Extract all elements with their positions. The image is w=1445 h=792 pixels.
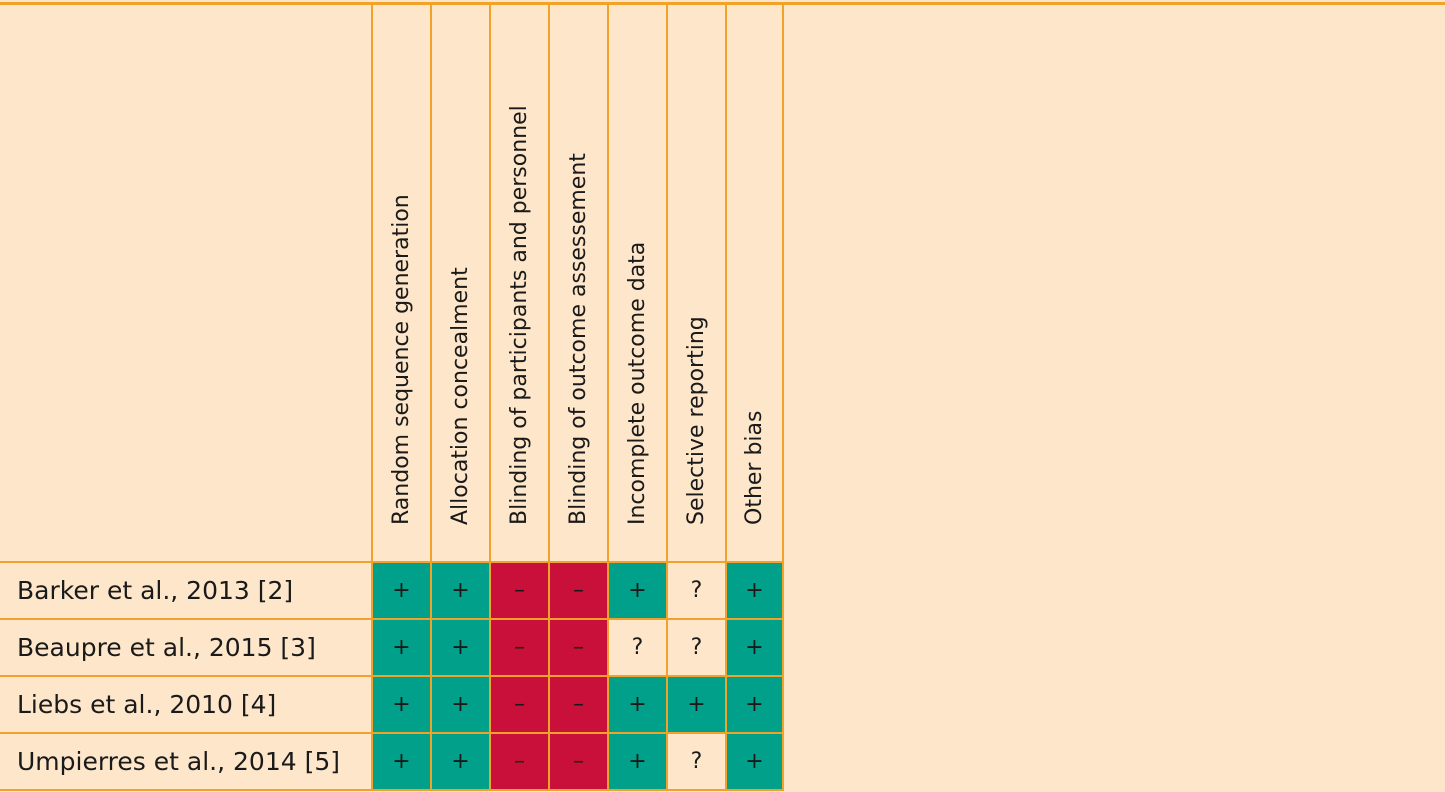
risk-of-bias-grid: Random sequence generation Allocation co… xyxy=(0,3,784,791)
rating-cell-low-risk: + xyxy=(666,677,725,734)
rating-cell-low-risk: + xyxy=(371,563,430,620)
rating-cell-high-risk: – xyxy=(548,734,607,791)
rating-cell-high-risk: – xyxy=(489,677,548,734)
rating-cell-unclear: ? xyxy=(666,563,725,620)
rating-cell-low-risk: + xyxy=(607,563,666,620)
study-label: Umpierres et al., 2014 [5] xyxy=(0,734,371,791)
col-header-label: Incomplete outcome data xyxy=(624,241,650,525)
col-header-label: Blinding of participants and personnel xyxy=(506,105,532,525)
col-header-incomplete-data: Incomplete outcome data xyxy=(607,3,666,563)
rating-cell-low-risk: + xyxy=(607,677,666,734)
rating-cell-high-risk: – xyxy=(489,620,548,677)
rating-cell-low-risk: + xyxy=(371,620,430,677)
corner-cell xyxy=(0,3,371,563)
rating-cell-high-risk: – xyxy=(489,734,548,791)
rating-cell-low-risk: + xyxy=(725,734,784,791)
col-header-blinding-participants: Blinding of participants and personnel xyxy=(489,3,548,563)
col-header-label: Random sequence generation xyxy=(388,194,414,525)
top-divider xyxy=(0,2,1445,5)
study-label: Beaupre et al., 2015 [3] xyxy=(0,620,371,677)
rating-cell-high-risk: – xyxy=(548,563,607,620)
rating-cell-low-risk: + xyxy=(607,734,666,791)
col-header-random-sequence: Random sequence generation xyxy=(371,3,430,563)
rating-cell-high-risk: – xyxy=(489,563,548,620)
rating-cell-low-risk: + xyxy=(430,734,489,791)
rating-cell-low-risk: + xyxy=(725,620,784,677)
study-label: Liebs et al., 2010 [4] xyxy=(0,677,371,734)
rating-cell-low-risk: + xyxy=(430,563,489,620)
col-header-blinding-outcome: Blinding of outcome assessement xyxy=(548,3,607,563)
col-header-label: Blinding of outcome assessement xyxy=(565,153,591,525)
col-header-other-bias: Other bias xyxy=(725,3,784,563)
rating-cell-unclear: ? xyxy=(666,620,725,677)
rating-cell-high-risk: – xyxy=(548,677,607,734)
col-header-label: Selective reporting xyxy=(683,316,709,525)
col-header-selective-reporting: Selective reporting xyxy=(666,3,725,563)
rating-cell-low-risk: + xyxy=(725,563,784,620)
rating-cell-low-risk: + xyxy=(430,677,489,734)
study-label: Barker et al., 2013 [2] xyxy=(0,563,371,620)
col-header-label: Other bias xyxy=(741,410,767,525)
col-header-label: Allocation concealment xyxy=(447,267,473,525)
rating-cell-low-risk: + xyxy=(725,677,784,734)
col-header-allocation: Allocation concealment xyxy=(430,3,489,563)
rating-cell-low-risk: + xyxy=(430,620,489,677)
rating-cell-low-risk: + xyxy=(371,677,430,734)
rating-cell-unclear: ? xyxy=(607,620,666,677)
rating-cell-high-risk: – xyxy=(548,620,607,677)
rating-cell-low-risk: + xyxy=(371,734,430,791)
rating-cell-unclear: ? xyxy=(666,734,725,791)
